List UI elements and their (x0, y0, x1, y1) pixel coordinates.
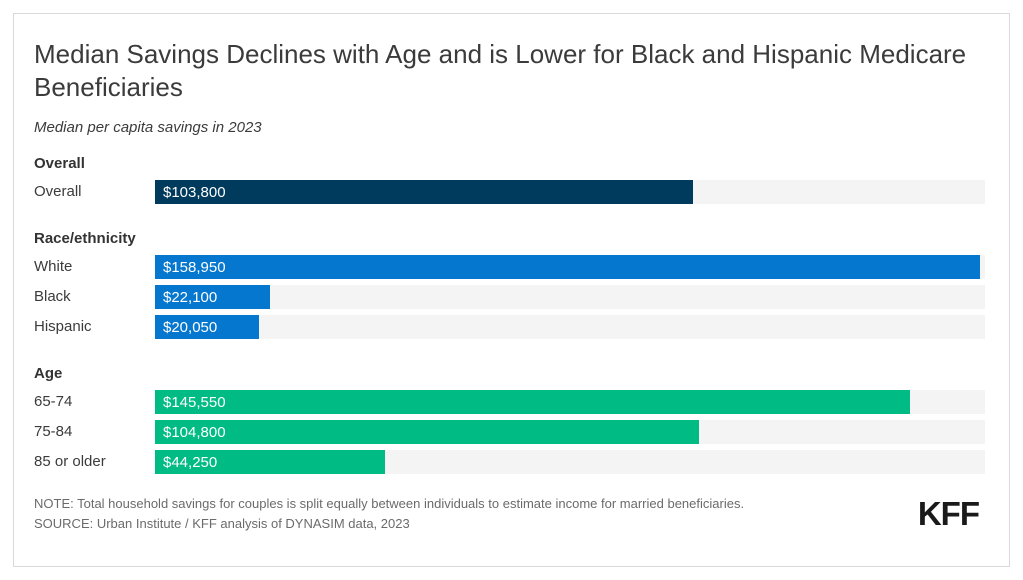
bar-track: $22,100 (155, 285, 985, 309)
note-text: NOTE: Total household savings for couple… (34, 496, 745, 511)
bar-value-label: $103,800 (163, 183, 226, 201)
bar: $22,100 (155, 285, 270, 309)
bar-row-label: 75-84 (34, 423, 73, 440)
chart-group: Race/ethnicity White $158,950 Black $22,100 H… (34, 230, 985, 339)
group-header: Race/ethnicity (34, 230, 136, 247)
bar: $145,550 (155, 390, 911, 414)
bar-row-label: Overall (34, 183, 82, 200)
bar-chart: Overall Overall $103,800 Race/ethnicity Whit… (34, 155, 985, 474)
bar-track: $145,550 (155, 390, 985, 414)
group-header: Overall (34, 155, 85, 172)
bar-row: Black $22,100 (34, 285, 985, 309)
bar-value-label: $44,250 (163, 453, 218, 471)
bar-track: $44,250 (155, 450, 985, 474)
bar-row-label: White (34, 258, 73, 275)
bar-row: White $158,950 (34, 255, 985, 279)
bar-row: 75-84 $104,800 (34, 420, 985, 444)
bar-track: $20,050 (155, 315, 985, 339)
bar-track: $158,950 (155, 255, 985, 279)
bar: $158,950 (155, 255, 980, 279)
bar: $103,800 (155, 180, 694, 204)
chart-subtitle: Median per capita savings in 2023 (34, 119, 262, 136)
bar: $44,250 (155, 450, 385, 474)
bar-value-label: $22,100 (163, 288, 218, 306)
source-text: SOURCE: Urban Institute / KFF analysis o… (34, 516, 410, 531)
chart-title: Median Savings Declines with Age and is … (34, 39, 967, 102)
bar-value-label: $145,550 (163, 393, 226, 411)
bar-track: $104,800 (155, 420, 985, 444)
chart-group: Overall Overall $103,800 (34, 155, 985, 204)
bar: $20,050 (155, 315, 259, 339)
bar-row-label: 65-74 (34, 393, 73, 410)
footer-notes: NOTE: Total household savings for couple… (34, 494, 744, 534)
chart-footer: NOTE: Total household savings for couple… (34, 494, 985, 534)
bar-row-label: Hispanic (34, 318, 92, 335)
chart-card: Median Savings Declines with Age and is … (13, 13, 1010, 567)
bar-row: Overall $103,800 (34, 180, 985, 204)
bar-row: 65-74 $145,550 (34, 390, 985, 414)
bar-value-label: $20,050 (163, 318, 218, 336)
kff-logo: KFF (917, 495, 980, 532)
bar-row-label: Black (34, 288, 71, 305)
group-header: Age (34, 365, 63, 382)
bar-row: 85 or older $44,250 (34, 450, 985, 474)
bar-track: $103,800 (155, 180, 985, 204)
bar-value-label: $104,800 (163, 423, 226, 441)
bar-row: Hispanic $20,050 (34, 315, 985, 339)
bar-row-label: 85 or older (34, 453, 106, 470)
bar-value-label: $158,950 (163, 258, 226, 276)
chart-group: Age 65-74 $145,550 75-84 $104,800 85 or older… (34, 365, 985, 474)
bar: $104,800 (155, 420, 699, 444)
